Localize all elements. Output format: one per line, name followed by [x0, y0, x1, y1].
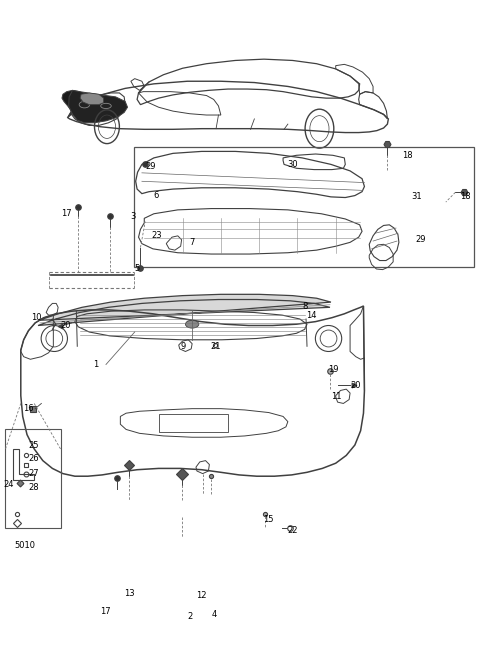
Text: 11: 11 [331, 393, 341, 402]
Text: 17: 17 [100, 607, 111, 616]
Text: 18: 18 [460, 193, 471, 201]
Text: 14: 14 [306, 311, 316, 320]
Text: 20: 20 [60, 321, 71, 330]
Text: 12: 12 [196, 590, 206, 600]
Polygon shape [62, 90, 87, 118]
Text: 31: 31 [411, 193, 422, 201]
Text: 5010: 5010 [14, 540, 35, 549]
Text: 17: 17 [61, 209, 72, 218]
Text: 13: 13 [124, 589, 135, 598]
Polygon shape [80, 93, 104, 105]
Text: 16: 16 [23, 404, 33, 413]
Text: 29: 29 [145, 162, 156, 171]
Text: 30: 30 [287, 160, 298, 169]
Text: 2: 2 [187, 612, 192, 621]
Text: 23: 23 [152, 231, 162, 240]
Text: 3: 3 [130, 212, 135, 221]
Text: 27: 27 [28, 469, 39, 478]
Text: 1: 1 [94, 360, 99, 369]
Text: 6: 6 [153, 191, 158, 200]
Text: 19: 19 [328, 365, 339, 374]
Text: 8: 8 [302, 301, 308, 311]
Text: 22: 22 [287, 525, 298, 534]
Text: 5: 5 [134, 264, 140, 273]
Text: 29: 29 [415, 235, 426, 244]
Text: 18: 18 [402, 151, 412, 159]
Text: 7: 7 [190, 238, 195, 247]
Bar [134, 147, 474, 267]
Text: 25: 25 [28, 441, 39, 450]
Text: 9: 9 [180, 342, 185, 351]
Text: 20: 20 [350, 381, 360, 390]
Text: 26: 26 [28, 454, 39, 463]
Text: 21: 21 [210, 342, 221, 351]
Bar [158, 414, 228, 432]
Text: 10: 10 [31, 312, 41, 322]
Polygon shape [69, 90, 128, 123]
Text: 24: 24 [3, 480, 13, 489]
Ellipse shape [185, 320, 199, 328]
Text: 15: 15 [263, 514, 274, 523]
Polygon shape [38, 294, 331, 326]
Text: 4: 4 [211, 610, 216, 619]
Text: 28: 28 [28, 484, 39, 492]
Polygon shape [49, 273, 133, 275]
Bar [5, 430, 60, 528]
